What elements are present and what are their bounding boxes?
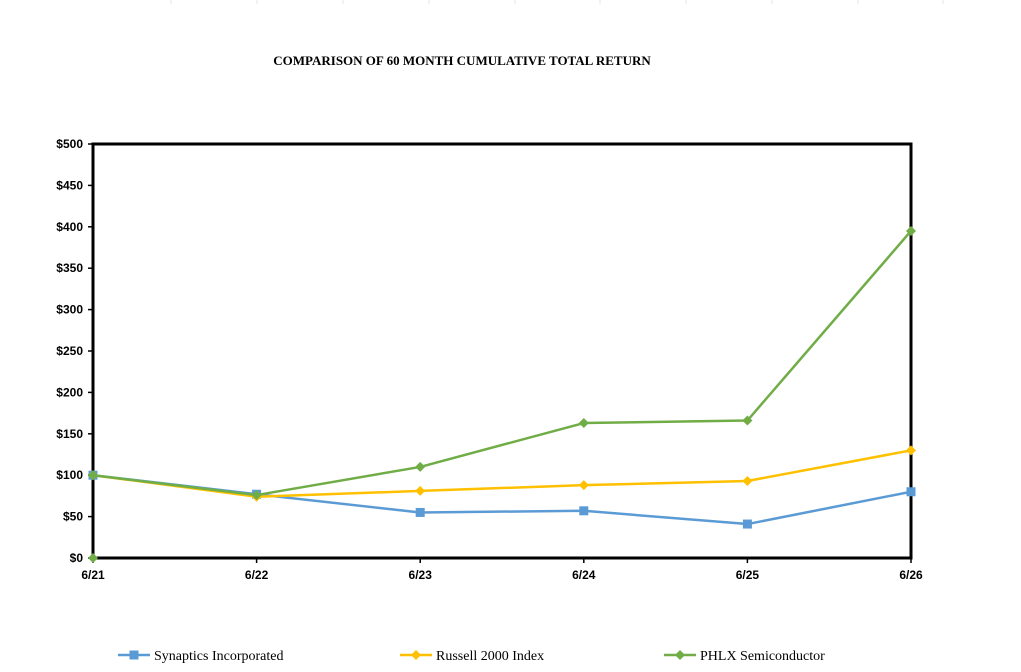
legend: Synaptics Incorporated Russell 2000 Index… [118,649,825,664]
series-line [92,473,912,526]
data-point [742,519,752,529]
data-point [742,415,753,426]
y-tick-label: $500 [56,137,83,151]
series-2 [88,445,916,502]
x-axis: 6/21 6/22 6/23 6/24 6/25 6/26 [81,558,923,582]
data-point [906,487,916,497]
series-3 [88,225,916,501]
data-point [579,506,589,516]
y-axis: $0 $50 $100 $150 $200 $250 $300 $350 $400 $450 $50… [56,137,93,565]
data-point [742,475,753,486]
y-tick-label: $350 [56,261,83,275]
origin-marker [88,553,98,563]
data-point [251,490,262,501]
legend-item: Russell 2000 Index [400,649,544,664]
data-point [415,461,426,472]
legend-marker [411,650,421,660]
x-tick-label: 6/25 [736,568,760,582]
series-line [92,230,912,497]
top-gridlines [170,0,944,4]
x-tick-label: 6/22 [245,568,269,582]
data-point [415,485,426,496]
y-tick-label: $0 [70,551,84,565]
x-tick-label: 6/26 [899,568,923,582]
data-point [906,225,916,236]
y-tick-label: $150 [56,427,83,441]
legend-label: Russell 2000 Index [436,649,544,664]
y-tick-label: $400 [56,220,83,234]
x-tick-label: 6/21 [81,568,105,582]
data-point [415,507,425,517]
legend-marker [129,650,139,660]
data-point [578,480,589,491]
y-tick-label: $450 [56,178,83,192]
plot-area-frame [91,142,913,560]
legend-label: Synaptics Incorporated [154,649,283,664]
chart-title: COMPARISON OF 60 MONTH CUMULATIVE TOTAL … [273,53,651,68]
legend-item: Synaptics Incorporated [118,649,283,664]
series-1 [88,470,916,529]
data-point [578,418,589,429]
legend-marker [675,650,685,660]
y-tick-label: $100 [56,468,83,482]
legend-label: PHLX Semiconductor [700,649,825,664]
y-tick-label: $200 [56,385,83,399]
y-tick-label: $50 [63,510,83,524]
data-point [88,470,98,481]
x-tick-label: 6/23 [409,568,433,582]
legend-item: PHLX Semiconductor [664,649,825,664]
data-point [906,445,916,456]
series-line [92,449,912,498]
y-tick-label: $250 [56,344,83,358]
series-layer [88,225,916,563]
x-tick-label: 6/24 [572,568,596,582]
y-tick-label: $300 [56,303,83,317]
